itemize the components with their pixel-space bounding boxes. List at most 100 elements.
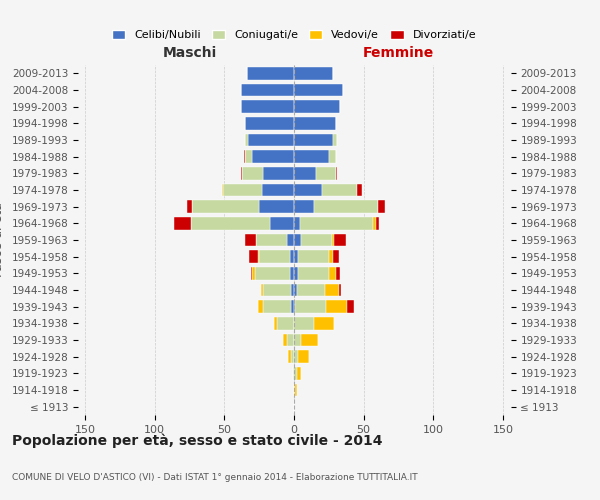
- Bar: [329, 250, 333, 263]
- Bar: [241, 84, 294, 96]
- Y-axis label: Fasce di età: Fasce di età: [0, 202, 5, 278]
- Bar: [376, 217, 379, 230]
- Text: Maschi: Maschi: [163, 46, 217, 60]
- Bar: [294, 200, 314, 213]
- Bar: [332, 234, 334, 246]
- Bar: [294, 317, 314, 330]
- Bar: [242, 167, 263, 179]
- Bar: [316, 167, 336, 179]
- Bar: [329, 150, 336, 163]
- Bar: [271, 217, 294, 230]
- Bar: [241, 100, 294, 113]
- Bar: [336, 167, 337, 179]
- Bar: [258, 300, 263, 313]
- Bar: [294, 267, 298, 280]
- Bar: [294, 334, 301, 346]
- Bar: [329, 267, 336, 280]
- Bar: [294, 134, 333, 146]
- Bar: [294, 217, 299, 230]
- Bar: [260, 284, 263, 296]
- Bar: [294, 150, 329, 163]
- Bar: [333, 250, 338, 263]
- Bar: [294, 384, 295, 396]
- Bar: [325, 284, 338, 296]
- Bar: [298, 350, 310, 363]
- Bar: [357, 184, 362, 196]
- Bar: [338, 284, 341, 296]
- Bar: [290, 267, 294, 280]
- Bar: [291, 350, 294, 363]
- Bar: [245, 234, 256, 246]
- Bar: [241, 167, 242, 179]
- Bar: [191, 217, 271, 230]
- Bar: [326, 300, 347, 313]
- Bar: [301, 334, 317, 346]
- Bar: [294, 300, 295, 313]
- Bar: [244, 150, 245, 163]
- Bar: [314, 200, 377, 213]
- Bar: [294, 117, 336, 130]
- Bar: [297, 367, 301, 380]
- Bar: [255, 267, 290, 280]
- Bar: [192, 200, 259, 213]
- Bar: [295, 300, 326, 313]
- Bar: [295, 384, 297, 396]
- Bar: [287, 334, 294, 346]
- Bar: [274, 317, 277, 330]
- Bar: [252, 150, 294, 163]
- Bar: [258, 250, 259, 263]
- Bar: [287, 234, 294, 246]
- Text: Popolazione per età, sesso e stato civile - 2014: Popolazione per età, sesso e stato civil…: [12, 434, 383, 448]
- Bar: [289, 350, 291, 363]
- Bar: [283, 334, 287, 346]
- Bar: [291, 284, 294, 296]
- Bar: [263, 167, 294, 179]
- Bar: [333, 134, 337, 146]
- Bar: [294, 100, 340, 113]
- Bar: [294, 167, 316, 179]
- Bar: [263, 284, 291, 296]
- Bar: [290, 250, 294, 263]
- Bar: [336, 267, 340, 280]
- Bar: [245, 150, 252, 163]
- Bar: [294, 67, 333, 80]
- Bar: [248, 134, 294, 146]
- Bar: [298, 250, 329, 263]
- Bar: [245, 117, 294, 130]
- Bar: [322, 184, 357, 196]
- Bar: [347, 300, 354, 313]
- Bar: [277, 317, 294, 330]
- Bar: [262, 184, 294, 196]
- Bar: [294, 350, 298, 363]
- Bar: [294, 367, 297, 380]
- Bar: [297, 284, 325, 296]
- Bar: [221, 184, 223, 196]
- Bar: [250, 250, 258, 263]
- Bar: [334, 234, 346, 246]
- Bar: [256, 234, 287, 246]
- Bar: [174, 217, 191, 230]
- Bar: [187, 200, 192, 213]
- Bar: [299, 217, 373, 230]
- Bar: [291, 300, 294, 313]
- Bar: [377, 200, 385, 213]
- Bar: [251, 267, 252, 280]
- Bar: [245, 134, 248, 146]
- Bar: [294, 184, 322, 196]
- Bar: [294, 250, 298, 263]
- Bar: [247, 67, 294, 80]
- Bar: [259, 200, 294, 213]
- Bar: [259, 250, 290, 263]
- Bar: [373, 217, 376, 230]
- Bar: [294, 234, 301, 246]
- Bar: [293, 367, 294, 380]
- Bar: [301, 234, 332, 246]
- Bar: [294, 284, 297, 296]
- Legend: Celibi/Nubili, Coniugati/e, Vedovi/e, Divorziati/e: Celibi/Nubili, Coniugati/e, Vedovi/e, Di…: [107, 25, 481, 44]
- Bar: [223, 184, 262, 196]
- Text: COMUNE DI VELO D'ASTICO (VI) - Dati ISTAT 1° gennaio 2014 - Elaborazione TUTTITA: COMUNE DI VELO D'ASTICO (VI) - Dati ISTA…: [12, 473, 418, 482]
- Bar: [298, 267, 329, 280]
- Bar: [314, 317, 334, 330]
- Bar: [252, 267, 255, 280]
- Bar: [263, 300, 291, 313]
